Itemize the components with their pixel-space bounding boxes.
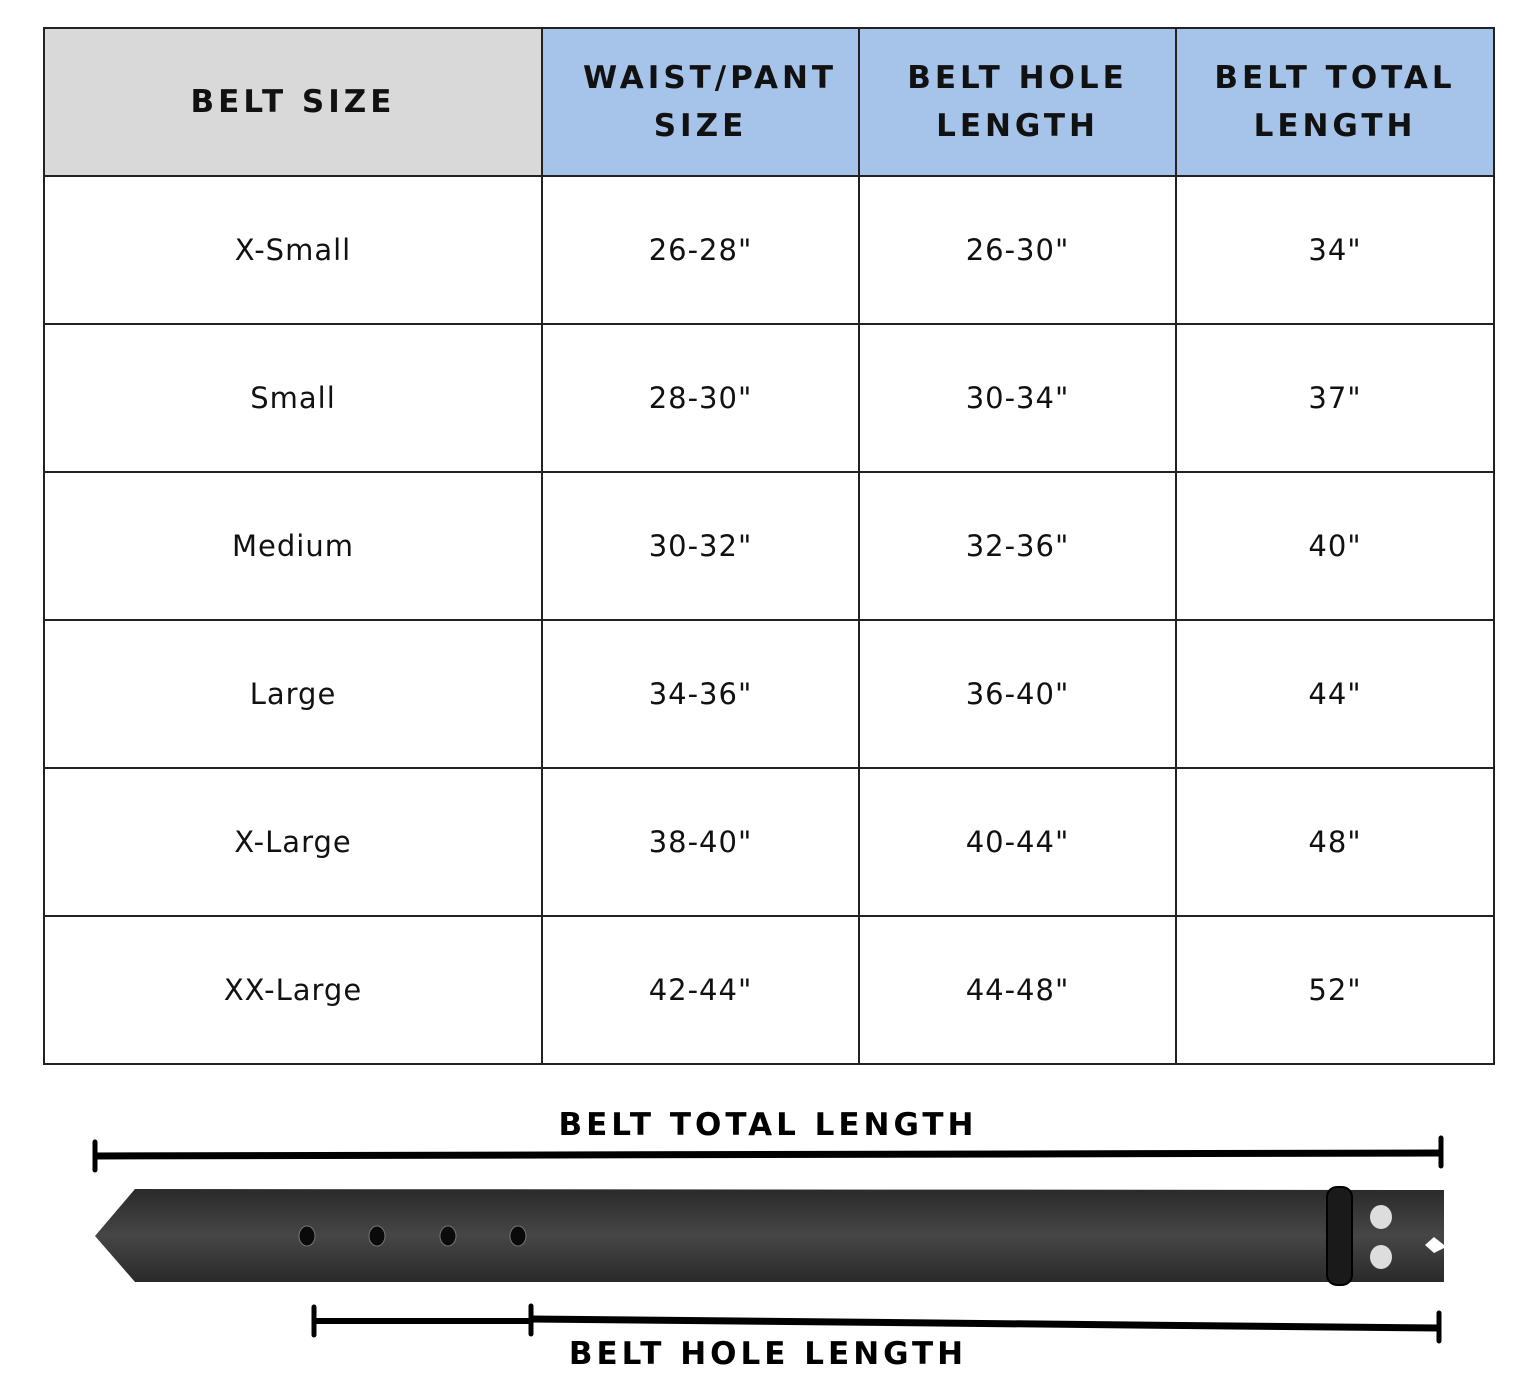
cell-belt-size: X-Large	[43, 767, 543, 917]
belt-diagram: BELT TOTAL LENGTH BELT HOLE LENGTH	[92, 1107, 1444, 1372]
header-row: BELT SIZE WAIST/PANT SIZE BELT HOLE LENG…	[43, 27, 1495, 177]
cell-waist-size: 34-36"	[541, 619, 860, 769]
belt-size-table: BELT SIZE WAIST/PANT SIZE BELT HOLE LENG…	[43, 27, 1495, 1065]
cell-waist-size: 26-28"	[541, 175, 860, 325]
header-total-length: BELT TOTAL LENGTH	[1175, 27, 1495, 177]
cell-hole-length: 36-40"	[858, 619, 1177, 769]
belt-illustration	[95, 1186, 1444, 1286]
cell-hole-length: 44-48"	[858, 915, 1177, 1065]
header-waist-size: WAIST/PANT SIZE	[541, 27, 860, 177]
snap-rivet	[1370, 1245, 1392, 1269]
table-row: X-Large 38-40" 40-44" 48"	[43, 767, 1495, 917]
header-belt-size: BELT SIZE	[43, 27, 543, 177]
cell-belt-size: XX-Large	[43, 915, 543, 1065]
cell-total-length: 48"	[1175, 767, 1495, 917]
cell-total-length: 37"	[1175, 323, 1495, 473]
cell-hole-length: 32-36"	[858, 471, 1177, 621]
cell-waist-size: 42-44"	[541, 915, 860, 1065]
total-length-bracket	[92, 1135, 1444, 1173]
cell-waist-size: 28-30"	[541, 323, 860, 473]
cell-belt-size: Medium	[43, 471, 543, 621]
cell-hole-length: 30-34"	[858, 323, 1177, 473]
total-length-label: BELT TOTAL LENGTH	[558, 1107, 977, 1143]
belt-keeper	[1326, 1186, 1353, 1286]
table-row: X-Small 26-28" 26-30" 34"	[43, 175, 1495, 325]
cell-total-length: 44"	[1175, 619, 1495, 769]
cell-total-length: 34"	[1175, 175, 1495, 325]
cell-hole-length: 40-44"	[858, 767, 1177, 917]
belt-holes	[298, 1225, 527, 1247]
cell-belt-size: Large	[43, 619, 543, 769]
cell-belt-size: Small	[43, 323, 543, 473]
header-hole-length: BELT HOLE LENGTH	[858, 27, 1177, 177]
table-row: Small 28-30" 30-34" 37"	[43, 323, 1495, 473]
table-row: XX-Large 42-44" 44-48" 52"	[43, 915, 1495, 1065]
cell-hole-length: 26-30"	[858, 175, 1177, 325]
cell-belt-size: X-Small	[43, 175, 543, 325]
cell-total-length: 52"	[1175, 915, 1495, 1065]
snap-rivet	[1370, 1205, 1392, 1229]
table-row: Large 34-36" 36-40" 44"	[43, 619, 1495, 769]
cell-waist-size: 38-40"	[541, 767, 860, 917]
cell-total-length: 40"	[1175, 471, 1495, 621]
hole-length-bracket	[311, 1303, 1442, 1344]
table-row: Medium 30-32" 32-36" 40"	[43, 471, 1495, 621]
cell-waist-size: 30-32"	[541, 471, 860, 621]
hole-length-label: BELT HOLE LENGTH	[569, 1336, 967, 1372]
